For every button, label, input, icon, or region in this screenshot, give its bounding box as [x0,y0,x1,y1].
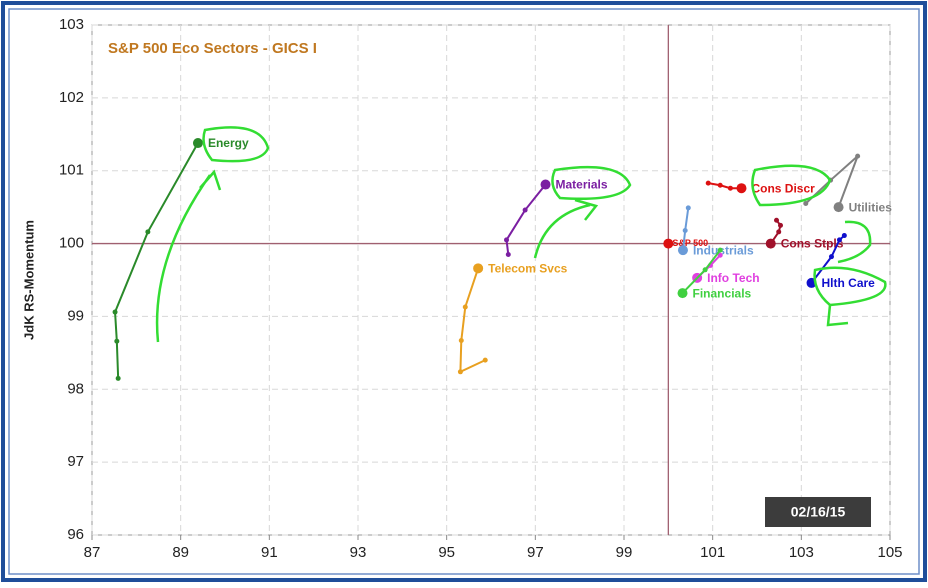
head-point [473,263,484,274]
tail-point [705,180,711,186]
tail-point [777,222,783,228]
tail-point [462,304,468,310]
y-tick-label: 99 [67,307,84,324]
series-label: Cons Discr [751,181,815,195]
scribble [826,220,872,327]
x-tick-label: 89 [172,544,189,561]
x-tick-label: 99 [616,544,633,561]
tail-point [803,201,809,206]
head-point [765,238,776,249]
plot-area [91,24,891,536]
tail-point [717,182,723,188]
series-label: Utilities [849,200,893,214]
x-tick-label: 87 [84,544,101,561]
head-point [833,202,844,213]
tail-point [855,153,861,159]
tail-point [522,207,528,213]
date-box [765,497,871,527]
y-tick-label: 103 [59,16,84,33]
head-point [677,245,688,256]
series-line [505,183,547,255]
tail-point [458,337,464,343]
scribble [751,164,832,207]
tail-point [114,338,120,344]
y-tick-label: 96 [67,526,84,543]
series-line [708,182,742,190]
chart-title: S&P 500 Eco Sectors - GICS I [108,40,317,57]
tail-point [504,237,510,243]
tail-point [145,229,151,235]
x-tick-label: 93 [350,544,367,561]
x-tick-label: 105 [877,544,902,561]
tail-point [717,247,723,253]
date-label: 02/16/15 [791,504,846,520]
tail-point [774,217,780,223]
series-label: Info Tech [707,271,759,285]
tail-point [776,229,782,235]
scribble [813,266,887,307]
scribble [533,198,599,259]
tail-point [482,357,488,363]
y-tick-label: 97 [67,453,84,470]
y-axis-label: JdK RS-Momentum [21,220,36,340]
y-tick-label: 101 [59,162,84,179]
head-point [540,179,551,190]
x-tick-label: 101 [700,544,725,561]
y-tick-label: 102 [59,89,84,106]
series-label: Telecom Svcs [488,262,567,276]
series-label: Industrials [693,243,754,257]
frame-inner [8,8,920,575]
tail-point [828,254,834,260]
x-tick-label: 97 [527,544,544,561]
plot: 96 97 98 99 100 101 102 103 87 89 91 93 95 97 99 101 103… [59,16,903,561]
scribble [551,165,632,200]
series-line [805,155,859,208]
scribble [202,126,270,163]
head-point [677,288,688,299]
tail-point [685,205,691,211]
tail-point [836,237,842,243]
head-point [736,183,747,194]
head-point [663,238,674,249]
series-label: Energy [208,136,249,150]
series-line [769,219,782,245]
y-tick-label: 98 [67,380,84,397]
x-tick-label: 95 [438,544,455,561]
annotations [155,126,887,343]
scribble [155,169,222,343]
tail-point [841,233,847,239]
series-label: Cons Stpls [781,237,844,251]
tail-point [505,252,511,257]
series-label: S&P 500 [672,238,708,248]
tail-point [115,375,121,381]
series-label: Hlth Care [822,276,876,290]
series-label: Materials [556,178,608,192]
tail-point [727,185,733,191]
tail-point [457,369,463,375]
x-tick-label: 91 [261,544,278,561]
tail-point [682,227,688,233]
x-tick-label: 103 [789,544,814,561]
tail-point [112,309,118,315]
series-label: Financials [693,286,752,300]
tail-point [702,267,708,273]
y-tick-label: 100 [59,235,84,252]
head-point [192,138,203,149]
tail-point [717,252,723,258]
